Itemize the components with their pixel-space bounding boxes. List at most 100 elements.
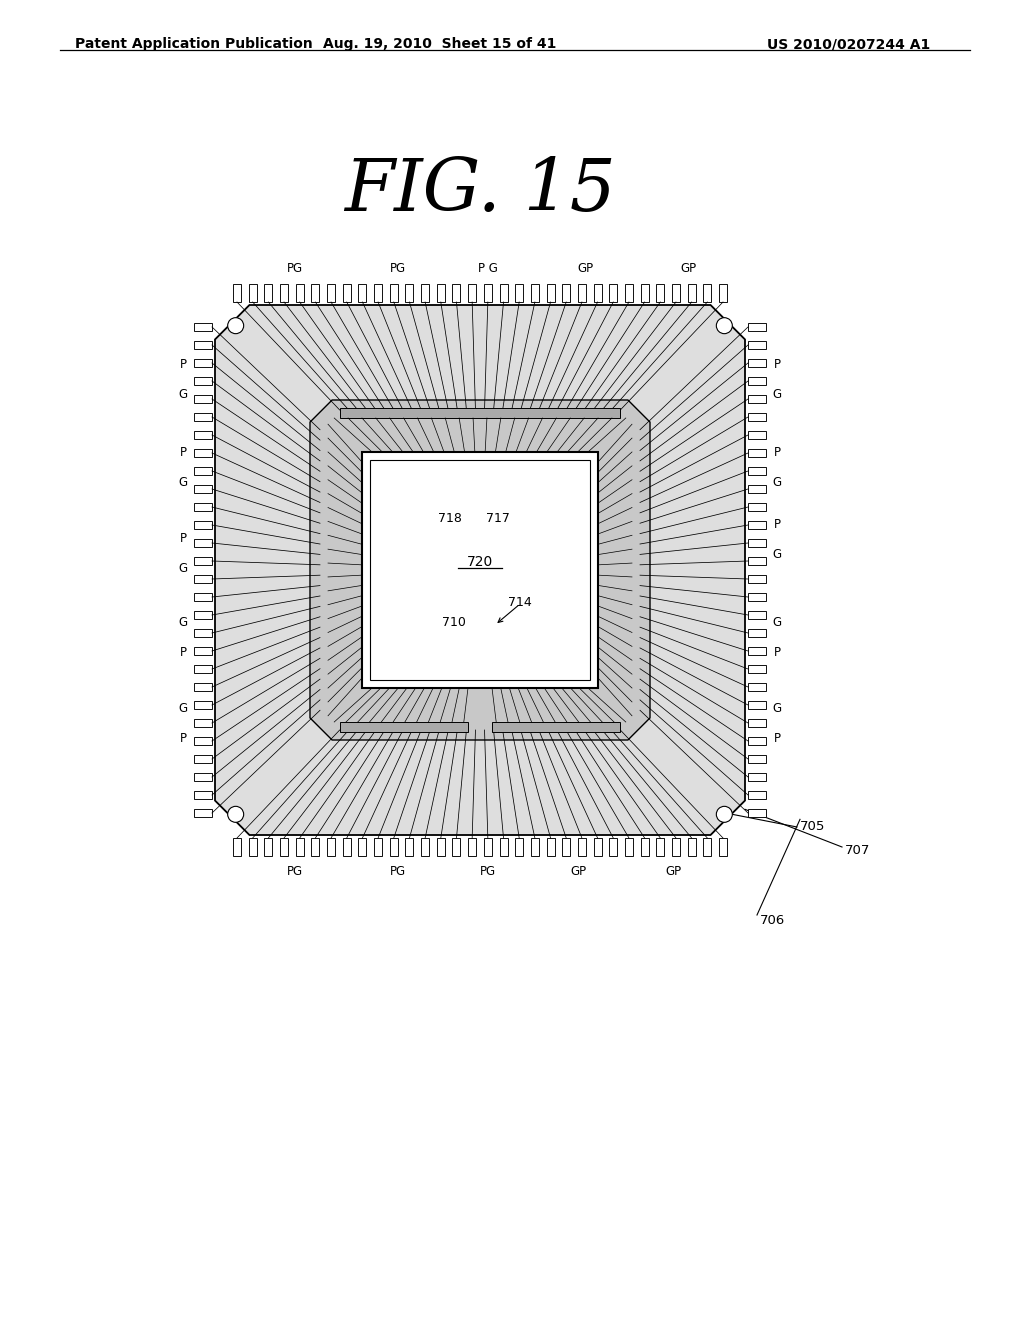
Bar [194,341,212,348]
Bar [562,838,570,855]
Bar [641,838,648,855]
Circle shape [717,318,732,334]
Bar [296,284,304,302]
Bar [748,539,766,546]
Bar [748,682,766,690]
Text: P: P [773,446,780,458]
Bar [194,503,212,511]
Text: GP: GP [665,865,681,878]
Text: 710: 710 [442,615,466,628]
Bar [515,838,523,855]
Bar [748,557,766,565]
Circle shape [227,807,244,822]
Bar [468,284,476,302]
Bar [406,284,414,302]
Bar [748,395,766,403]
Text: PG: PG [390,865,407,878]
Bar [280,838,288,855]
Bar [625,284,633,302]
Bar [609,838,617,855]
Bar [748,378,766,385]
Bar [748,630,766,638]
Bar [748,341,766,348]
Bar [748,359,766,367]
Bar [327,838,335,855]
Bar [562,284,570,302]
Bar [194,539,212,546]
Bar [530,284,539,302]
Text: P: P [773,519,780,532]
Text: G: G [178,475,187,488]
Text: G: G [772,388,781,401]
Circle shape [227,318,244,334]
Bar [194,557,212,565]
Bar [194,593,212,601]
Bar [748,647,766,655]
Bar [641,284,648,302]
Text: 707: 707 [845,843,870,857]
Text: P G: P G [478,261,498,275]
Bar [748,809,766,817]
Text: PG: PG [287,865,303,878]
Bar [406,838,414,855]
Text: P: P [179,645,186,659]
Bar [453,838,461,855]
Bar [311,284,319,302]
Bar [194,719,212,727]
Bar [748,521,766,529]
Bar [194,521,212,529]
Bar [748,791,766,799]
Bar [609,284,617,302]
Text: G: G [772,701,781,714]
Text: P: P [179,446,186,458]
Bar [194,432,212,440]
Bar [625,838,633,855]
Bar [672,838,680,855]
Bar [194,323,212,331]
Bar [748,503,766,511]
Bar [358,838,367,855]
Bar [194,359,212,367]
Bar [748,719,766,727]
Bar [194,809,212,817]
Bar [421,838,429,855]
Bar [748,467,766,475]
Text: 717: 717 [486,511,510,524]
Bar [194,791,212,799]
Text: FIG. 15: FIG. 15 [344,154,615,226]
Bar [343,838,351,855]
Bar [748,484,766,492]
Bar [547,838,555,855]
Text: GP: GP [577,261,593,275]
Bar [748,755,766,763]
Bar [194,774,212,781]
Bar [530,838,539,855]
Bar [500,838,508,855]
Bar [748,774,766,781]
Polygon shape [310,400,650,741]
Bar [194,755,212,763]
Text: Aug. 19, 2010  Sheet 15 of 41: Aug. 19, 2010 Sheet 15 of 41 [324,37,557,51]
Bar [194,682,212,690]
Bar [421,284,429,302]
Bar [594,838,601,855]
Bar [194,395,212,403]
Bar [748,737,766,744]
Text: 705: 705 [800,821,825,833]
Bar [437,838,444,855]
Text: P: P [179,359,186,371]
Text: G: G [178,388,187,401]
Bar [264,838,272,855]
Bar [492,722,620,733]
Bar [233,284,241,302]
Bar [370,459,590,680]
Bar [194,611,212,619]
Bar [311,838,319,855]
Bar [249,838,257,855]
Bar [748,665,766,673]
Bar [374,284,382,302]
Bar [194,484,212,492]
Bar [340,408,620,418]
Bar [672,284,680,302]
Bar [194,647,212,655]
